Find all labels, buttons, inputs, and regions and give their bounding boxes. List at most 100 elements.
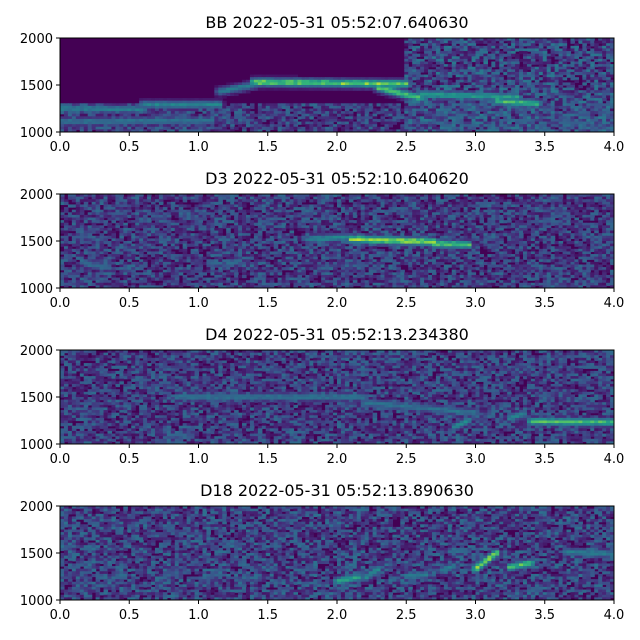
spectrogram-cell	[293, 204, 299, 208]
spectrogram-cell	[467, 212, 473, 216]
spectrogram-cell	[321, 201, 326, 206]
spectrogram-cell	[166, 196, 172, 200]
spectrogram-cell	[285, 111, 291, 115]
spectrogram-cell	[95, 124, 101, 128]
spectrogram-cell	[503, 225, 508, 229]
spectrogram-cell	[435, 113, 441, 117]
spectrogram-cell	[598, 129, 603, 132]
spectrogram-cell	[60, 194, 65, 198]
spectrogram-cell	[594, 58, 599, 63]
spectrogram-cell	[495, 222, 500, 226]
spectrogram-cell	[515, 220, 520, 224]
spectrogram-cell	[582, 90, 587, 94]
spectrogram-cell	[111, 235, 116, 239]
spectrogram-cell	[558, 196, 564, 200]
spectrogram-cell	[495, 77, 500, 81]
spectrogram-cell	[455, 207, 461, 211]
spectrogram-cell	[265, 199, 271, 203]
spectrogram-cell	[396, 118, 401, 123]
spectrogram-cell	[602, 217, 607, 221]
spectrogram-cell	[562, 61, 568, 65]
spectrogram-cell	[550, 85, 556, 89]
spectrogram-cell	[356, 121, 362, 125]
spectrogram-cell	[162, 220, 168, 224]
spectrogram-cell	[455, 227, 461, 232]
spectrogram-cell	[333, 214, 338, 219]
spectrogram-cell	[388, 225, 393, 229]
spectrogram-cell	[542, 108, 548, 112]
spectrogram-cell	[305, 233, 310, 237]
spectrogram-cell	[431, 204, 437, 208]
spectrogram-cell	[439, 199, 445, 203]
spectrogram-cell	[479, 233, 485, 237]
spectrogram-cell	[598, 90, 603, 94]
spectrogram-cell	[297, 105, 302, 110]
spectrogram-cell	[515, 69, 520, 73]
spectrogram-cell	[428, 51, 433, 55]
spectrogram-cell	[277, 87, 283, 91]
spectrogram-cell	[562, 129, 568, 132]
spectrogram-cell	[404, 214, 409, 219]
spectrogram-cell	[594, 199, 599, 203]
spectrogram-cell	[170, 209, 176, 213]
spectrogram-cell	[83, 204, 89, 208]
spectrogram-cell	[107, 118, 113, 123]
spectrogram-cell	[348, 220, 354, 224]
spectrogram-cell	[352, 124, 358, 128]
spectrogram-cell	[368, 230, 374, 234]
spectrogram-cell	[60, 227, 65, 232]
spectrogram-cell	[499, 40, 504, 44]
spectrogram-cell	[202, 201, 208, 206]
spectrogram-cell	[455, 51, 461, 55]
spectrogram-cell	[119, 124, 124, 128]
spectrogram-cell	[503, 111, 508, 115]
spectrogram-cell	[340, 204, 346, 208]
spectrogram-cell	[606, 204, 611, 208]
spectrogram-cell	[158, 207, 164, 211]
spectrogram-cell	[265, 235, 271, 239]
spectrogram-cell	[396, 92, 401, 97]
spectrogram-cell	[325, 108, 330, 112]
spectrogram-cell	[412, 124, 417, 128]
spectrogram-cell	[526, 77, 532, 81]
spectrogram-cell	[360, 113, 366, 117]
spectrogram-cell	[487, 103, 492, 107]
spectrogram-cell	[135, 103, 140, 107]
spectrogram-cell	[329, 204, 334, 208]
spectrogram-cell	[428, 40, 433, 44]
spectrogram-cell	[305, 85, 310, 89]
spectrogram-cell	[590, 38, 595, 42]
spectrogram-cell	[431, 230, 437, 234]
spectrogram-cell	[526, 58, 532, 63]
spectrogram-cell	[396, 201, 401, 206]
spectrogram-cell	[147, 108, 152, 112]
spectrogram-cell	[206, 108, 211, 112]
spectrogram-cell	[301, 103, 306, 107]
spectrogram-cell	[348, 105, 354, 110]
spectrogram-cell	[566, 85, 572, 89]
spectrogram-cell	[154, 199, 160, 203]
spectrogram-cell	[483, 105, 488, 110]
spectrogram-cell	[420, 98, 425, 102]
spectrogram-cell	[170, 204, 176, 208]
spectrogram-cell	[309, 207, 314, 211]
spectrogram-cell	[400, 233, 405, 237]
spectrogram-cell	[511, 225, 516, 229]
spectrogram-cell	[285, 196, 291, 200]
spectrogram-cell	[431, 100, 437, 104]
spectrogram-cell	[190, 199, 196, 203]
spectrogram-cell	[447, 235, 453, 239]
spectrogram-cell	[182, 230, 188, 234]
spectrogram-cell	[115, 209, 120, 213]
spectrogram-cell	[420, 126, 425, 130]
spectrogram-cell	[499, 64, 504, 68]
spectrogram-cell	[388, 121, 393, 125]
spectrogram-cell	[439, 40, 445, 44]
spectrogram-cell	[499, 233, 504, 237]
spectrogram-cell	[416, 95, 421, 99]
spectrogram-cell	[103, 113, 109, 117]
spectrogram-cell	[578, 66, 583, 70]
spectrogram-cell	[158, 199, 164, 203]
spectrogram-cell	[245, 230, 251, 234]
